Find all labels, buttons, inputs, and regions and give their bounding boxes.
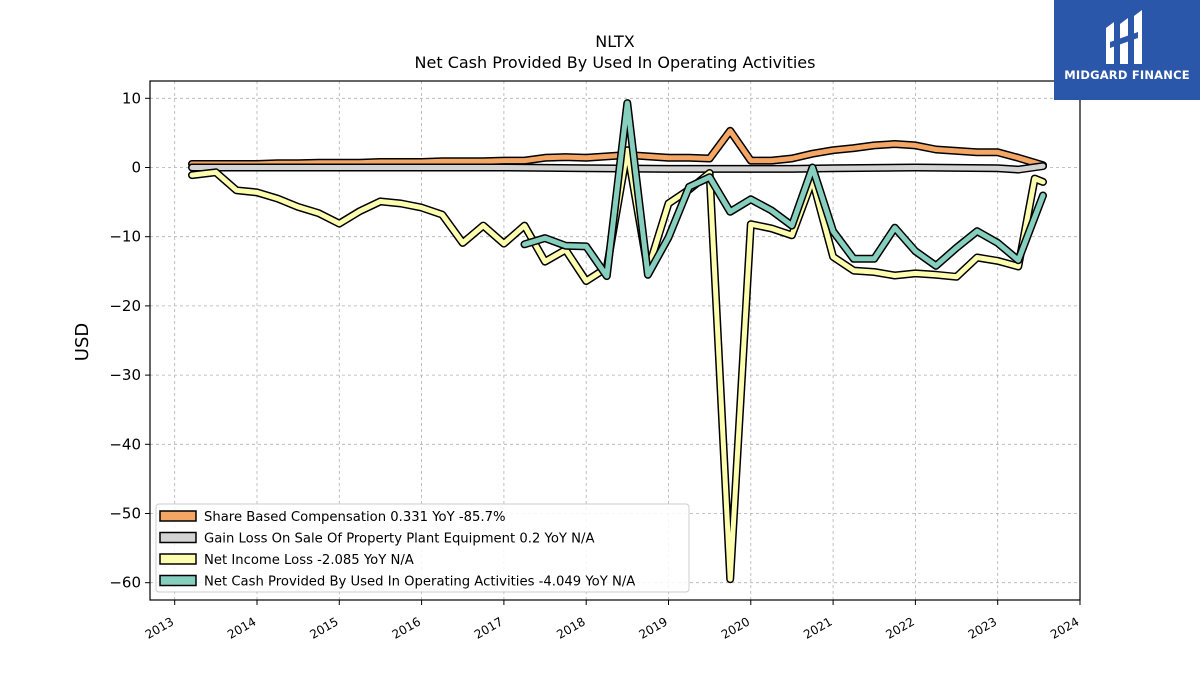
x-tick-label: 2019 xyxy=(637,614,670,641)
x-tick-label: 2014 xyxy=(225,614,258,641)
plot-frame xyxy=(149,80,1081,601)
y-tick-label: −20 xyxy=(109,297,141,315)
legend-label: Share Based Compensation 0.331 YoY -85.7… xyxy=(204,510,506,525)
series-3 xyxy=(188,146,1047,584)
chart-subtitle: Net Cash Provided By Used In Operating A… xyxy=(415,53,816,72)
x-tick-label: 2021 xyxy=(801,614,834,641)
y-tick-label: −50 xyxy=(109,505,141,523)
x-tick-label: 2013 xyxy=(143,614,176,641)
y-axis-ticks: 10 0 −10 −20 −30 −40 −50 −60 xyxy=(109,89,150,592)
legend-label: Net Income Loss -2.085 YoY N/A xyxy=(204,553,414,568)
series-line-outline xyxy=(520,99,1047,281)
x-tick-label: 2015 xyxy=(307,614,340,641)
series-line xyxy=(189,163,1046,173)
legend: Share Based Compensation 0.331 YoY -85.7… xyxy=(155,503,690,593)
y-axis-label: USD xyxy=(72,323,93,361)
series-2 xyxy=(188,162,1047,174)
legend-swatch xyxy=(159,553,197,565)
x-tick-label: 2024 xyxy=(1048,614,1081,641)
y-tick-label: −30 xyxy=(109,366,141,384)
legend-label: Gain Loss On Sale Of Property Plant Equi… xyxy=(204,532,595,547)
brand-logo: MIDGARD FINANCE xyxy=(1054,0,1200,100)
x-axis-ticks: 2013 2014 2015 2016 2017 2018 2019 2020 2021 2022… xyxy=(143,600,1082,642)
x-tick-label: 2017 xyxy=(472,614,505,641)
x-tick-label: 2022 xyxy=(883,614,916,641)
x-tick-label: 2016 xyxy=(390,614,423,641)
legend-box xyxy=(155,503,690,593)
series-layer xyxy=(188,99,1047,584)
legend-swatch xyxy=(159,510,197,522)
series-4 xyxy=(520,99,1047,281)
series-line xyxy=(189,147,1046,582)
brand-mark-icon xyxy=(1106,10,1142,64)
y-tick-label: −10 xyxy=(109,228,141,246)
legend-label: Net Cash Provided By Used In Operating A… xyxy=(204,575,635,590)
x-tick-label: 2018 xyxy=(554,614,587,641)
legend-swatch xyxy=(159,574,197,587)
y-tick-label: 0 xyxy=(131,159,141,177)
y-tick-label: −60 xyxy=(109,574,141,592)
x-tick-label: 2023 xyxy=(966,614,999,641)
brand-logo-text: MIDGARD FINANCE xyxy=(1064,68,1190,82)
y-tick-label: 10 xyxy=(122,89,141,107)
legend-swatch xyxy=(159,531,197,544)
chart-title: NLTX xyxy=(595,32,634,51)
y-tick-label: −40 xyxy=(109,435,141,453)
x-tick-label: 2020 xyxy=(719,614,752,641)
series-line xyxy=(522,100,1046,279)
